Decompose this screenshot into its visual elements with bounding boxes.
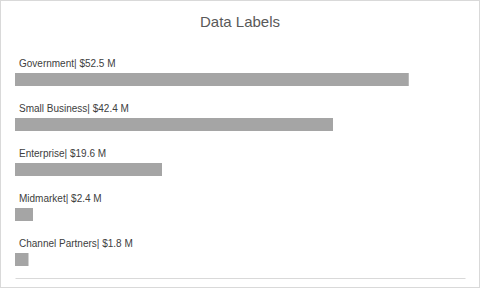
value-label: | $52.5 M: [74, 58, 116, 69]
chart-border: [1, 1, 480, 288]
chart-root: Data Labels Government| $52.5 M Small Busi…: [0, 0, 480, 288]
bar: [15, 208, 33, 221]
bar: [15, 253, 29, 266]
data-label: Midmarket| $2.4 M: [19, 193, 102, 204]
data-labels: Government| $52.5 M Small Business| $42.4…: [19, 58, 133, 249]
value-label: | $1.8 M: [97, 238, 133, 249]
category-label: Government: [19, 58, 74, 69]
x-axis-line: [16, 278, 466, 279]
chart-title: Data Labels: [200, 13, 280, 30]
value-label: | $42.4 M: [87, 103, 129, 114]
category-label: Midmarket: [19, 193, 66, 204]
bar: [15, 163, 162, 176]
data-label: Government| $52.5 M: [19, 58, 116, 69]
category-label: Enterprise: [19, 148, 65, 159]
x-axis: [16, 278, 466, 279]
bars: [15, 73, 409, 266]
data-label: Enterprise| $19.6 M: [19, 148, 106, 159]
bar: [15, 73, 409, 86]
bar: [15, 118, 333, 131]
data-label: Channel Partners| $1.8 M: [19, 238, 133, 249]
data-label: Small Business| $42.4 M: [19, 103, 129, 114]
category-label: Channel Partners: [19, 238, 97, 249]
category-label: Small Business: [19, 103, 87, 114]
value-label: | $19.6 M: [65, 148, 107, 159]
value-label: | $2.4 M: [66, 193, 102, 204]
